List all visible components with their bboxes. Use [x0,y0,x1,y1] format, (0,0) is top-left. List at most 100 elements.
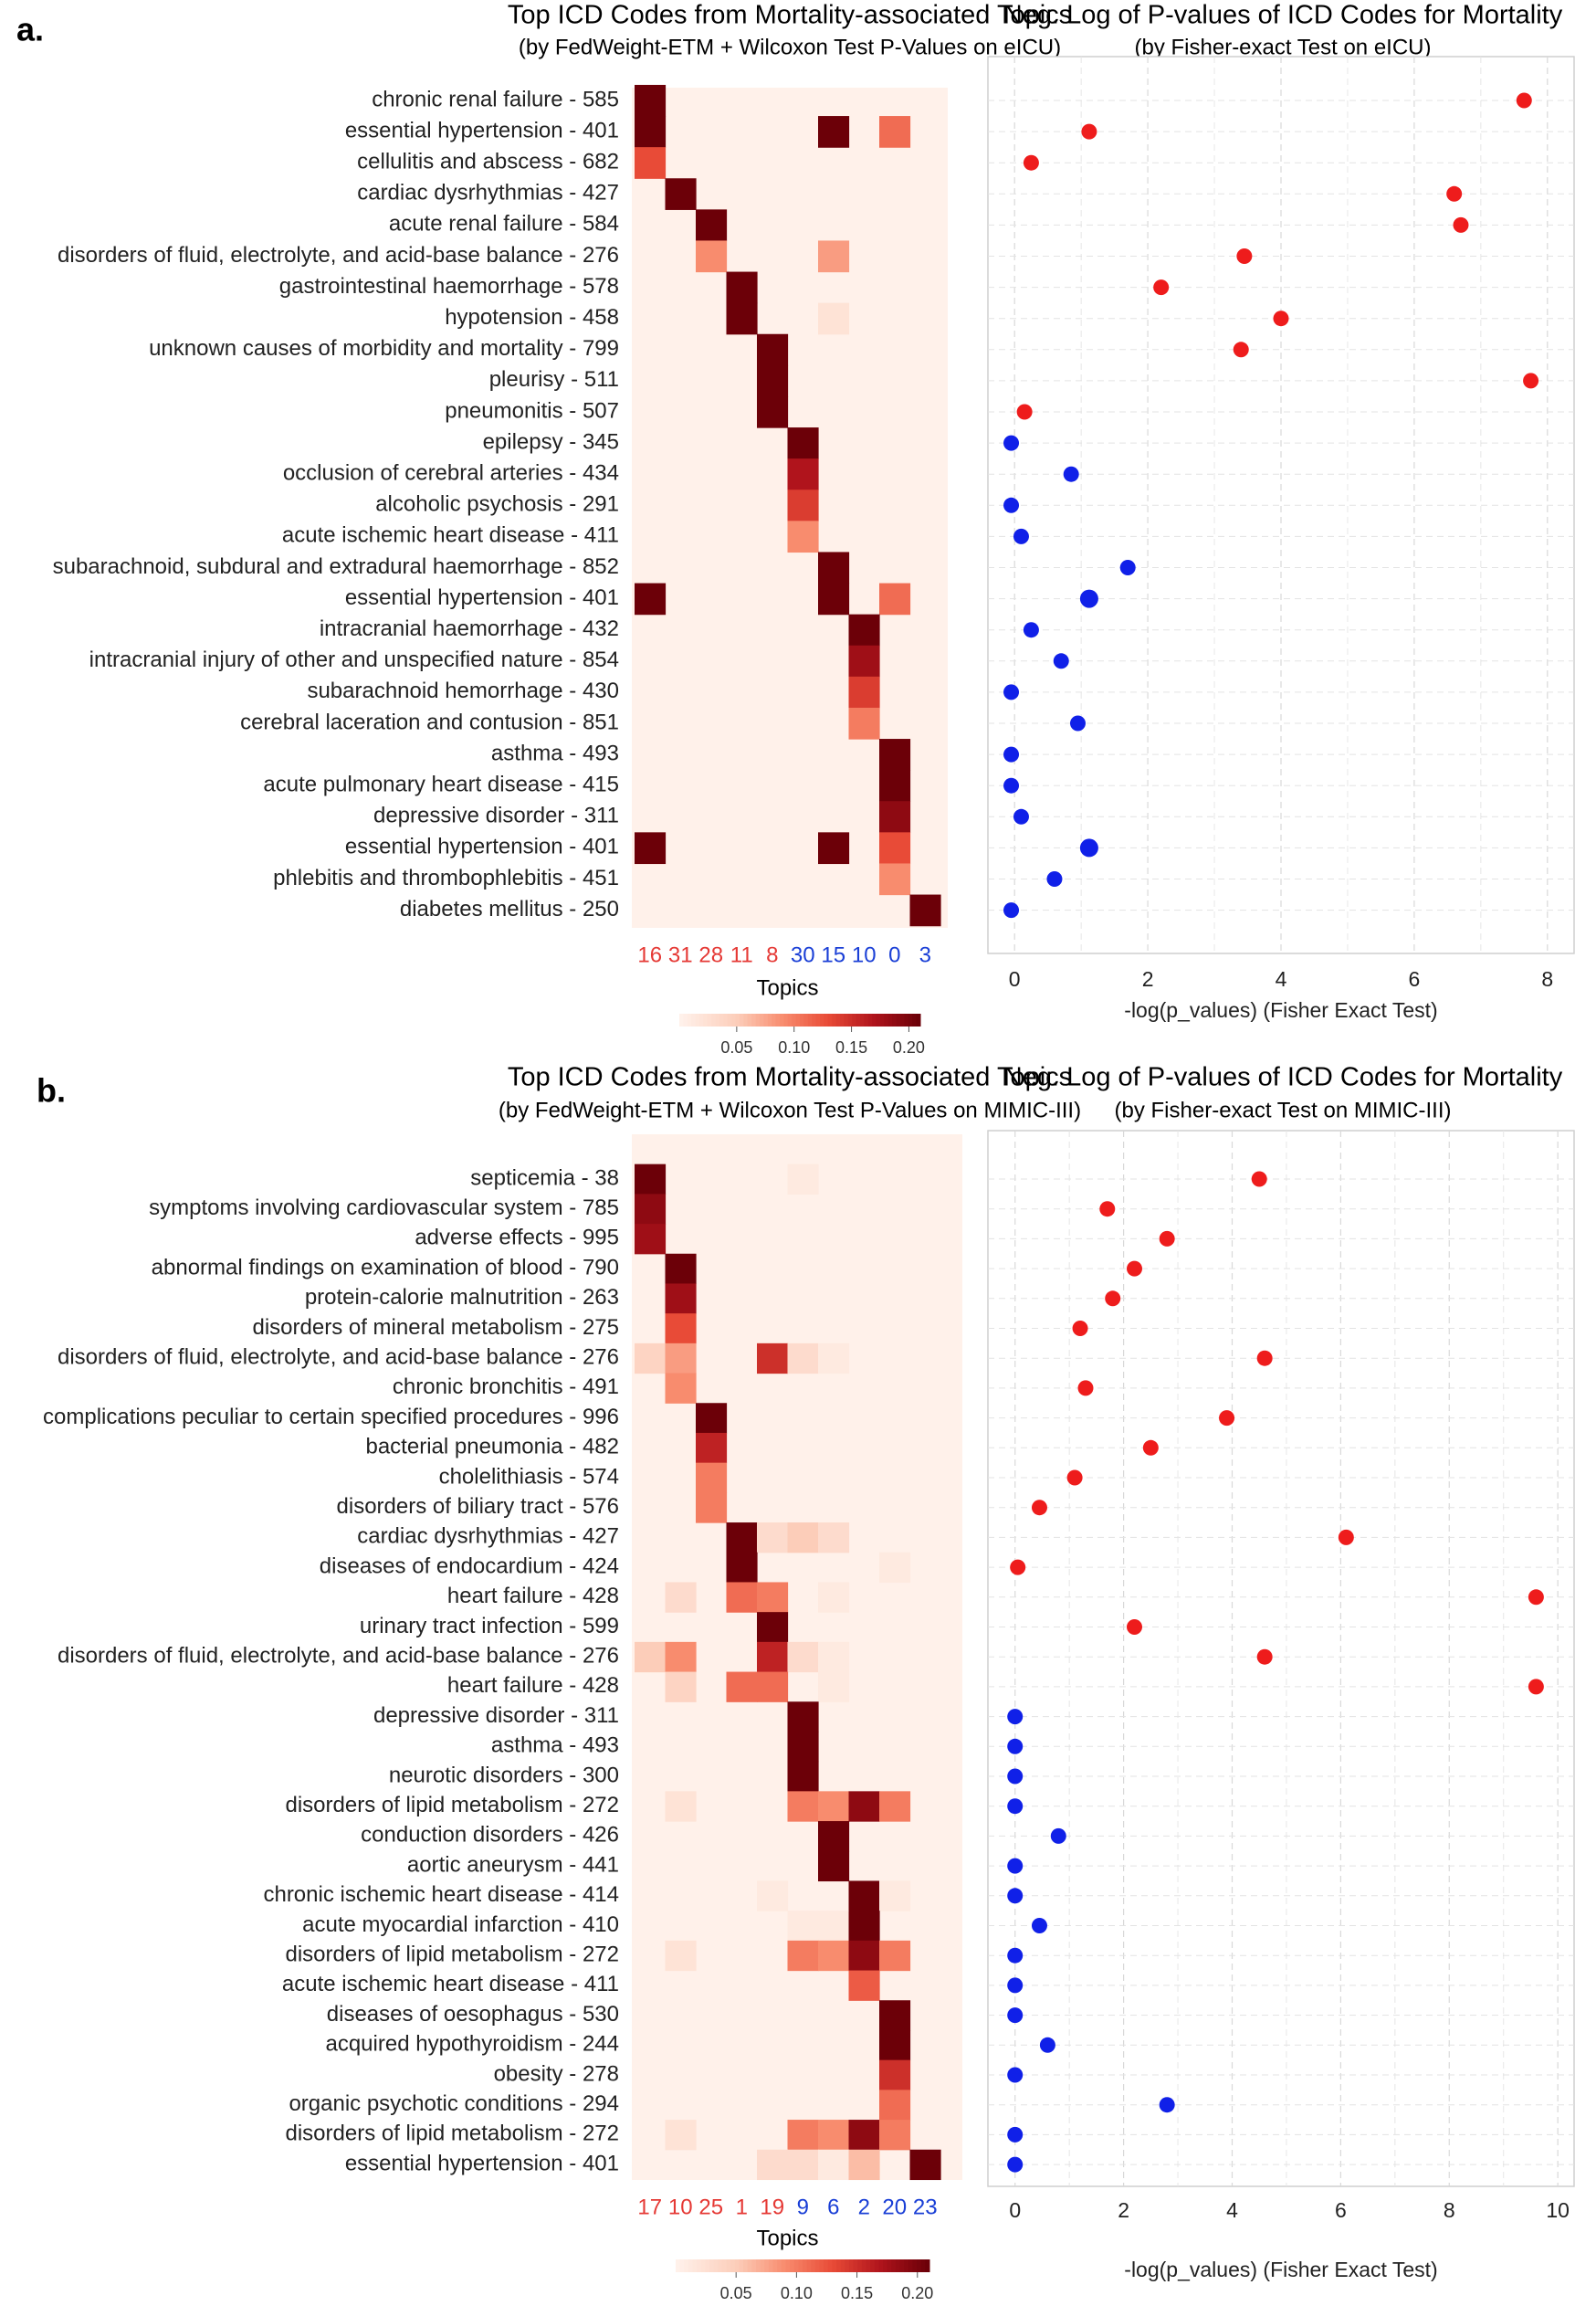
scatter-point [1528,1679,1544,1695]
colorbar-segment [790,2259,795,2272]
scatter-point [1081,123,1097,140]
icd-code-label: cardiac dysrhythmias - 427 [357,1524,619,1549]
heatmap-cell [787,521,819,553]
colorbar-segment [847,1014,853,1027]
scatter-point [1273,311,1289,327]
x-tick-label: 4 [1276,967,1287,991]
colorbar-segment [916,1014,921,1027]
scatter-point [1031,1918,1047,1933]
colorbar-segment [899,2259,905,2272]
heatmap-cell [787,2120,819,2151]
colorbar-segment [713,2259,719,2272]
scatter-point [1031,1500,1047,1516]
colorbar-segment [703,1014,709,1027]
scatter-point [1159,1230,1175,1247]
heatmap-cell [635,832,667,865]
colorbar-segment [793,2259,799,2272]
scatter-point [1003,497,1020,513]
colorbar-segment [700,2259,706,2272]
colorbar-segment [803,2259,808,2272]
heatmap-cell [757,1612,789,1643]
colorbar-segment [908,1014,913,1027]
heatmap-cell [665,1313,697,1344]
heatmap-cell [757,1343,789,1374]
scatter-point [1453,216,1469,233]
colorbar-segment [874,2259,879,2272]
x-tick-label: 8 [1541,967,1553,991]
colorbar-segment [792,1014,797,1027]
scatter-subtitle: (by Fisher-exact Test on MIMIC-III) [1115,1098,1452,1122]
scatter-point [1072,1321,1088,1336]
colorbar-segment [683,1014,688,1027]
colorbar-segment [835,1014,841,1027]
colorbar-segment [730,2259,736,2272]
topic-tick-label: 1 [736,2195,748,2219]
x-tick-label: 4 [1226,2198,1238,2222]
colorbar-segment [912,2259,918,2272]
heatmap-cell [665,1791,697,1822]
scatter-point [1053,653,1069,669]
topic-tick-label: 2 [858,2195,870,2219]
scatter-point [1007,1858,1024,1874]
scatter-point [1233,342,1249,358]
icd-code-label: subarachnoid hemorrhage - 430 [307,679,619,703]
icd-code-label: gastrointestinal haemorrhage - 578 [279,274,619,299]
heatmap-cell [818,1791,850,1822]
icd-code-label: subarachnoid, subdural and extradural ha… [53,554,619,579]
heatmap-cell [848,1911,880,1942]
colorbar-segment [900,1014,905,1027]
heatmap-cell [879,116,911,148]
scatter-title: Neg. Log of P-values of ICD Codes for Mo… [1003,1063,1563,1092]
heatmap-cell [757,333,789,366]
heatmap-cell [818,1582,850,1613]
colorbar-segment [772,2259,778,2272]
colorbar-segment [785,2259,791,2272]
colorbar-segment [731,1014,737,1027]
heatmap-cell [818,1850,850,1882]
scatter-point [1127,1619,1142,1635]
colorbar-segment [772,1014,777,1027]
topic-tick-label: 16 [637,942,662,967]
icd-code-label: disorders of fluid, electrolyte, and aci… [58,1345,619,1370]
icd-code-label: aortic aneurysm - 441 [407,1852,619,1877]
scatter-point [1516,92,1532,109]
icd-code-label: acute renal failure - 584 [389,212,619,237]
colorbar-segment [806,2259,812,2272]
heatmap-cell [665,178,697,210]
heatmap-cell [818,302,850,335]
panel-label: a. [16,11,44,48]
heatmap-cell [665,1253,697,1285]
colorbar-segment [815,1014,821,1027]
topic-tick-label: 10 [852,942,877,967]
icd-code-label: protein-calorie malnutrition - 263 [305,1285,619,1310]
scatter-point [1046,871,1063,887]
colorbar-segment [718,2259,723,2272]
colorbar-segment [679,1014,684,1027]
topic-tick-label: 17 [637,2195,662,2219]
topic-tick-label: 0 [888,942,900,967]
colorbar-segment [867,1014,873,1027]
icd-code-label: septicemia - 38 [470,1165,619,1190]
topic-tick-label: 20 [882,2195,907,2219]
colorbar-segment [787,1014,793,1027]
topic-tick-label: 28 [698,942,723,967]
scatter-point [1119,560,1136,575]
heatmap-cell [787,1701,819,1732]
scatter-point [1066,1469,1083,1486]
colorbar-segment [872,1014,877,1027]
topic-tick-label: 15 [821,942,845,967]
colorbar-segment [920,2259,926,2272]
heatmap-cell [848,2149,880,2181]
colorbar-segment [827,2259,833,2272]
colorbar-segment [795,1014,801,1027]
colorbar-segment [687,1014,692,1027]
heatmap-cell [696,209,728,242]
heatmap-cell [879,770,911,802]
heatmap-cell [635,1194,667,1225]
heatmap-cell [848,645,880,678]
heatmap-cell [879,1552,911,1584]
heatmap-cell [818,583,850,616]
x-tick-label: 0 [1009,2198,1021,2222]
heatmap-cell [665,1671,697,1702]
colorbar-tick-label: 0.20 [901,2284,933,2302]
